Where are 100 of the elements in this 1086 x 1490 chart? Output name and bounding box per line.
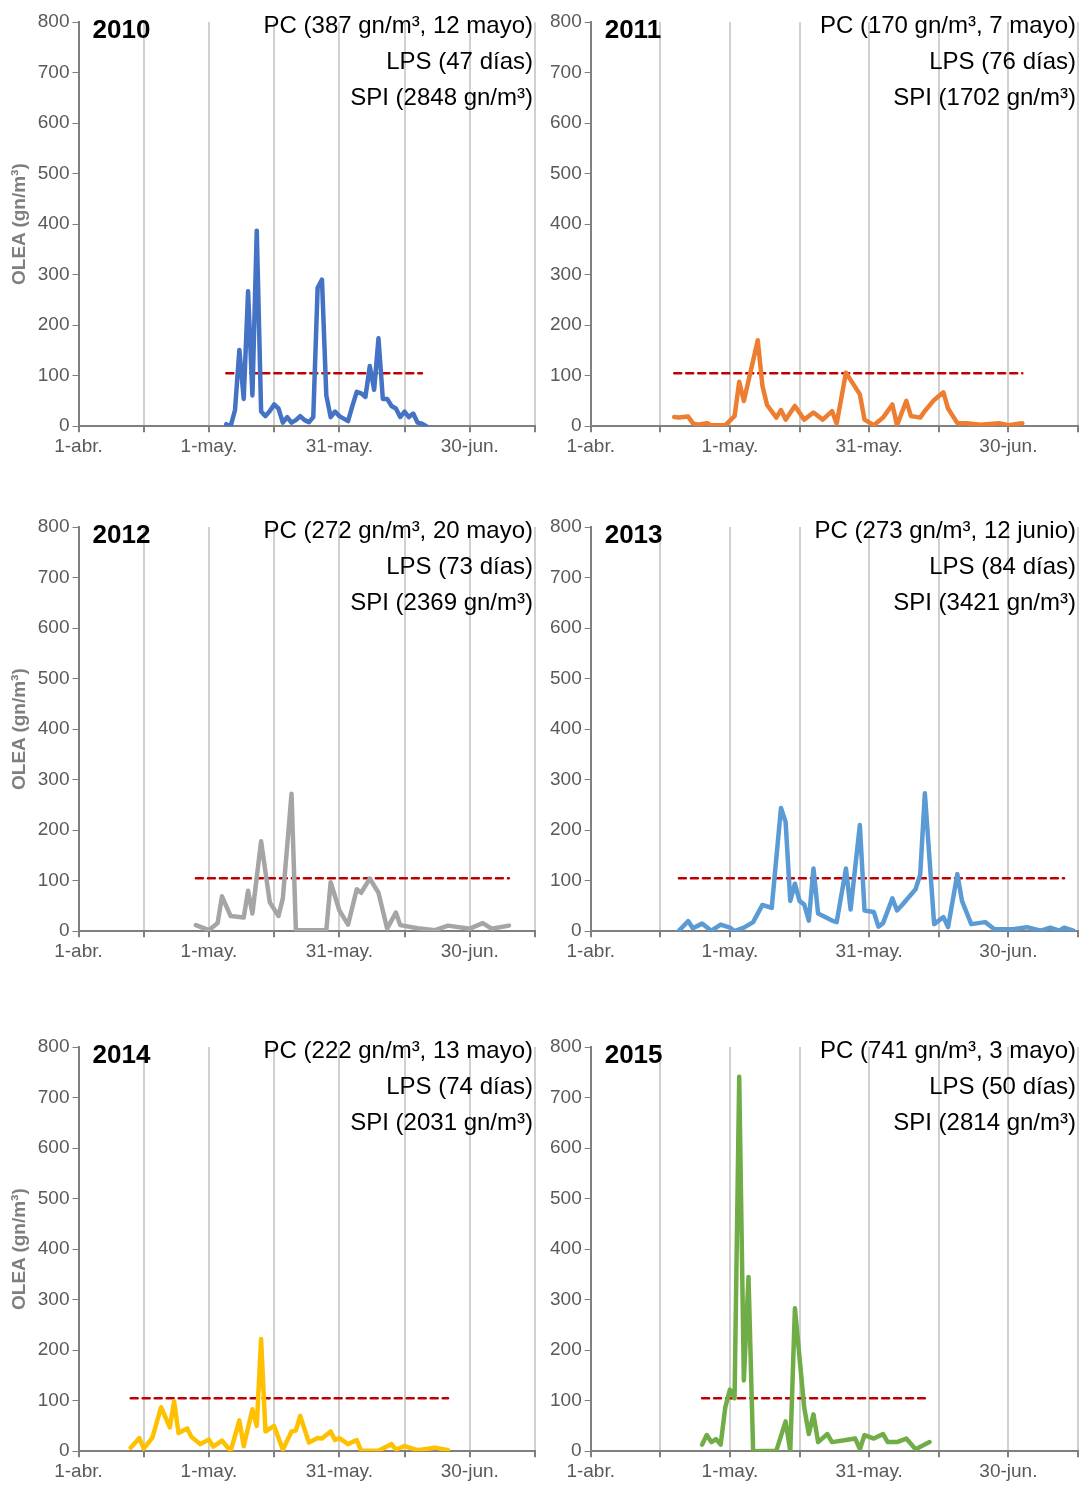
annotation: SPI (3421 gn/m³): [893, 587, 1076, 615]
y-tick-label: 800: [550, 10, 582, 32]
annotation: SPI (2031 gn/m³): [350, 1107, 533, 1135]
y-tick-label: 500: [550, 161, 582, 183]
x-tick-label: 31-may.: [835, 939, 903, 961]
y-tick-label: 500: [37, 666, 70, 688]
y-tick-label: 500: [37, 161, 70, 183]
x-tick-label: 1-may.: [701, 1459, 759, 1481]
x-tick-label: 30-jun.: [440, 434, 499, 456]
chart-title: 2010: [92, 14, 151, 45]
y-tick-label: 700: [550, 565, 582, 587]
y-tick-label: 200: [550, 1338, 582, 1360]
x-tick-label: 31-may.: [305, 1459, 373, 1481]
y-tick-label: 400: [37, 1237, 70, 1259]
y-tick-label: 500: [550, 1186, 582, 1208]
y-tick-label: 0: [58, 414, 70, 436]
chart-title: 2011: [604, 14, 662, 45]
y-tick-label: 600: [550, 616, 582, 638]
y-tick-label: 200: [37, 1338, 70, 1360]
y-tick-label: 800: [37, 10, 70, 32]
y-tick-label: 800: [550, 515, 582, 537]
x-tick-label: 30-jun.: [979, 434, 1038, 456]
chart-title: 2015: [604, 1039, 663, 1070]
y-tick-label: 600: [37, 1136, 70, 1158]
y-tick-label: 400: [550, 212, 582, 234]
y-tick-label: 800: [37, 515, 70, 537]
y-tick-label: 200: [550, 818, 582, 840]
chart-title: 2012: [92, 519, 151, 550]
y-tick-label: 0: [571, 414, 582, 436]
y-tick-label: 300: [550, 262, 582, 284]
annotation: PC (273 gn/m³, 12 junio): [814, 515, 1076, 543]
y-tick-label: 300: [37, 262, 70, 284]
chart-title: 2014: [92, 1039, 151, 1070]
y-axis-title: OLEA (gn/m³): [7, 1188, 29, 1310]
x-tick-label: 1-abr.: [54, 434, 103, 456]
annotation: LPS (76 días): [929, 46, 1076, 74]
x-tick-label: 30-jun.: [979, 1459, 1038, 1481]
y-tick-label: 100: [37, 363, 70, 385]
x-tick-label: 30-jun.: [979, 939, 1038, 961]
y-tick-label: 700: [37, 60, 70, 82]
y-tick-label: 300: [550, 767, 582, 789]
y-tick-label: 400: [37, 212, 70, 234]
y-tick-label: 0: [571, 1439, 582, 1461]
y-axis-title: OLEA (gn/m³): [7, 163, 29, 285]
x-tick-label: 31-may.: [305, 434, 373, 456]
y-tick-label: 100: [37, 1388, 70, 1410]
x-tick-label: 1-abr.: [54, 939, 103, 961]
x-tick-label: 31-may.: [835, 1459, 903, 1481]
y-tick-label: 500: [37, 1186, 70, 1208]
y-tick-label: 500: [550, 666, 582, 688]
y-tick-label: 100: [550, 363, 582, 385]
x-tick-label: 1-abr.: [566, 939, 615, 961]
y-tick-label: 200: [550, 313, 582, 335]
x-tick-label: 1-may.: [180, 939, 238, 961]
x-tick-label: 1-may.: [180, 1459, 238, 1481]
annotation: LPS (73 días): [386, 551, 533, 579]
x-tick-label: 1-may.: [180, 434, 238, 456]
annotation: SPI (2369 gn/m³): [350, 587, 533, 615]
y-tick-label: 400: [550, 717, 582, 739]
y-tick-label: 0: [571, 919, 582, 941]
annotation: PC (170 gn/m³, 7 mayo): [819, 10, 1076, 38]
y-tick-label: 200: [37, 818, 70, 840]
annotation: PC (387 gn/m³, 12 mayo): [263, 10, 533, 38]
annotation: SPI (2848 gn/m³): [350, 82, 533, 110]
x-tick-label: 30-jun.: [440, 1459, 499, 1481]
y-tick-label: 700: [37, 565, 70, 587]
y-tick-label: 100: [550, 1388, 582, 1410]
x-tick-label: 31-may.: [835, 434, 903, 456]
y-tick-label: 100: [550, 868, 582, 890]
y-tick-label: 800: [550, 1035, 582, 1057]
y-tick-label: 200: [37, 313, 70, 335]
y-tick-label: 700: [550, 60, 582, 82]
y-tick-label: 400: [37, 717, 70, 739]
y-tick-label: 300: [550, 1287, 582, 1309]
y-tick-label: 700: [550, 1085, 582, 1107]
y-tick-label: 600: [37, 111, 70, 133]
annotation: SPI (1702 gn/m³): [893, 82, 1076, 110]
y-tick-label: 0: [58, 919, 70, 941]
y-tick-label: 600: [550, 111, 582, 133]
x-tick-label: 1-may.: [701, 434, 759, 456]
annotation: SPI (2814 gn/m³): [893, 1107, 1076, 1135]
x-tick-label: 1-may.: [701, 939, 759, 961]
y-axis-title: OLEA (gn/m³): [7, 668, 29, 790]
y-tick-label: 800: [37, 1035, 70, 1057]
annotation: LPS (47 días): [386, 46, 533, 74]
x-tick-label: 30-jun.: [440, 939, 499, 961]
x-tick-label: 1-abr.: [566, 434, 615, 456]
annotation: LPS (50 días): [929, 1071, 1076, 1099]
annotation: LPS (74 días): [386, 1071, 533, 1099]
annotation: LPS (84 días): [929, 551, 1076, 579]
x-tick-label: 1-abr.: [54, 1459, 103, 1481]
y-tick-label: 600: [550, 1136, 582, 1158]
annotation: PC (222 gn/m³, 13 mayo): [263, 1035, 533, 1063]
y-tick-label: 100: [37, 868, 70, 890]
annotation: PC (272 gn/m³, 20 mayo): [263, 515, 533, 543]
y-tick-label: 600: [37, 616, 70, 638]
chart-title: 2013: [604, 519, 663, 550]
x-tick-label: 31-may.: [305, 939, 373, 961]
y-tick-label: 300: [37, 1287, 70, 1309]
y-tick-label: 700: [37, 1085, 70, 1107]
